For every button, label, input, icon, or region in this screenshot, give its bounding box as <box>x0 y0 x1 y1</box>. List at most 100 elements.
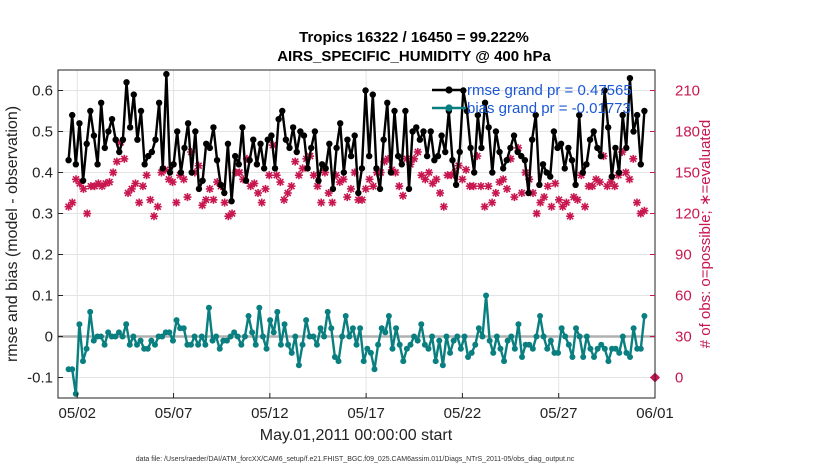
obs-evaluated-point <box>287 182 296 191</box>
rmse-point <box>597 152 605 160</box>
bias-point <box>493 333 500 340</box>
rmse-point <box>373 165 380 172</box>
obs-evaluated-point <box>283 189 292 197</box>
rmse-point <box>547 173 554 180</box>
y-right-tick-label: 210 <box>675 83 700 100</box>
rmse-point <box>315 177 322 184</box>
rmse-point <box>351 132 358 139</box>
obs-evaluated-point <box>280 195 289 204</box>
obs-marker-stroke <box>72 175 80 183</box>
bias-point <box>573 325 580 332</box>
rmse-point <box>217 181 224 188</box>
y-left-tick-label: 0.3 <box>32 206 53 223</box>
obs-evaluated-point <box>343 193 352 202</box>
bias-point <box>259 333 266 340</box>
rmse-point <box>97 99 105 107</box>
y-left-tick-label: 0.4 <box>32 165 53 182</box>
obs-marker-stroke <box>570 193 578 201</box>
obs-marker-stroke <box>339 175 348 183</box>
obs-evaluated-point <box>629 154 638 163</box>
bias-point <box>447 349 454 356</box>
obs-marker-stroke <box>273 171 281 179</box>
rmse-point <box>126 124 134 131</box>
rmse-point <box>148 148 156 156</box>
rmse-point <box>478 144 485 152</box>
rmse-point <box>565 144 572 152</box>
rmse-point <box>427 128 434 135</box>
bias-point <box>288 349 295 356</box>
bias-point <box>594 345 601 352</box>
obs-evaluated-point <box>298 164 307 173</box>
obs-marker-stroke <box>284 189 292 197</box>
obs-evaluated-point <box>573 195 582 204</box>
rmse-point <box>152 136 159 143</box>
obs-evaluated-point <box>168 178 177 187</box>
bias-point <box>457 345 464 352</box>
rmse-point <box>304 165 311 172</box>
obs-marker-stroke <box>265 171 273 179</box>
obs-evaluated-point <box>462 165 471 174</box>
rmse-point <box>282 136 290 143</box>
obs-evaluated-point <box>391 168 400 177</box>
rmse-point <box>568 157 576 164</box>
rmse-point <box>159 165 166 172</box>
bias-point <box>252 341 259 348</box>
obs-evaluated-point <box>480 202 489 211</box>
rmse-point <box>416 136 424 143</box>
obs-marker-stroke <box>258 199 266 207</box>
obs-marker-stroke <box>358 196 366 204</box>
bias-point <box>414 337 421 344</box>
obs-marker-stroke <box>555 196 563 204</box>
bias-point <box>331 354 338 360</box>
bias-point <box>619 333 626 340</box>
bias-point <box>382 329 389 336</box>
obs-marker-stroke <box>221 199 229 207</box>
obs-evaluated-point <box>558 202 567 211</box>
obs-evaluated-point <box>202 195 211 204</box>
obs-evaluated-point <box>135 198 144 207</box>
obs-evaluated-point <box>112 157 121 166</box>
rmse-point <box>279 107 286 115</box>
legend-rmse-marker <box>445 86 453 94</box>
rmse-point <box>199 177 206 184</box>
rmse-point <box>141 161 148 168</box>
bias-point <box>393 325 400 332</box>
bias-point <box>79 358 86 365</box>
bias-point <box>432 358 439 365</box>
obs-marker-stroke <box>573 196 582 204</box>
obs-marker-stroke <box>533 209 541 218</box>
rmse-point <box>188 169 195 176</box>
rmse-point <box>116 148 123 156</box>
obs-marker-stroke <box>68 199 76 207</box>
bias-point <box>429 333 436 340</box>
bias-point <box>501 358 508 365</box>
bias-point <box>475 325 482 332</box>
obs-evaluated-point <box>183 193 192 202</box>
obs-marker-stroke <box>410 155 418 163</box>
obs-marker-stroke <box>551 179 559 187</box>
bias-point <box>87 308 94 315</box>
obs-marker-stroke <box>622 168 630 177</box>
rmse-point <box>525 189 532 197</box>
rmse-point <box>130 91 137 98</box>
bias-point <box>126 341 133 348</box>
bias-point <box>328 325 335 332</box>
obs-evaluated-point <box>120 154 129 163</box>
bias-point <box>76 321 83 328</box>
obs-marker-stroke <box>154 203 162 211</box>
obs-marker-stroke <box>362 185 370 193</box>
obs-marker-stroke <box>414 148 422 156</box>
bias-point <box>69 366 76 373</box>
bias-point <box>281 321 288 328</box>
bias-point <box>468 349 475 356</box>
rmse-point <box>112 136 119 143</box>
bias-point <box>443 333 450 340</box>
rmse-point <box>90 132 98 139</box>
obs-evaluated-point <box>328 198 337 207</box>
obs-marker-stroke <box>562 199 570 207</box>
obs-marker-stroke <box>536 199 544 207</box>
bias-point <box>540 333 547 340</box>
rmse-point <box>619 111 626 119</box>
obs-marker-stroke <box>299 164 307 172</box>
bias-point <box>317 325 324 332</box>
